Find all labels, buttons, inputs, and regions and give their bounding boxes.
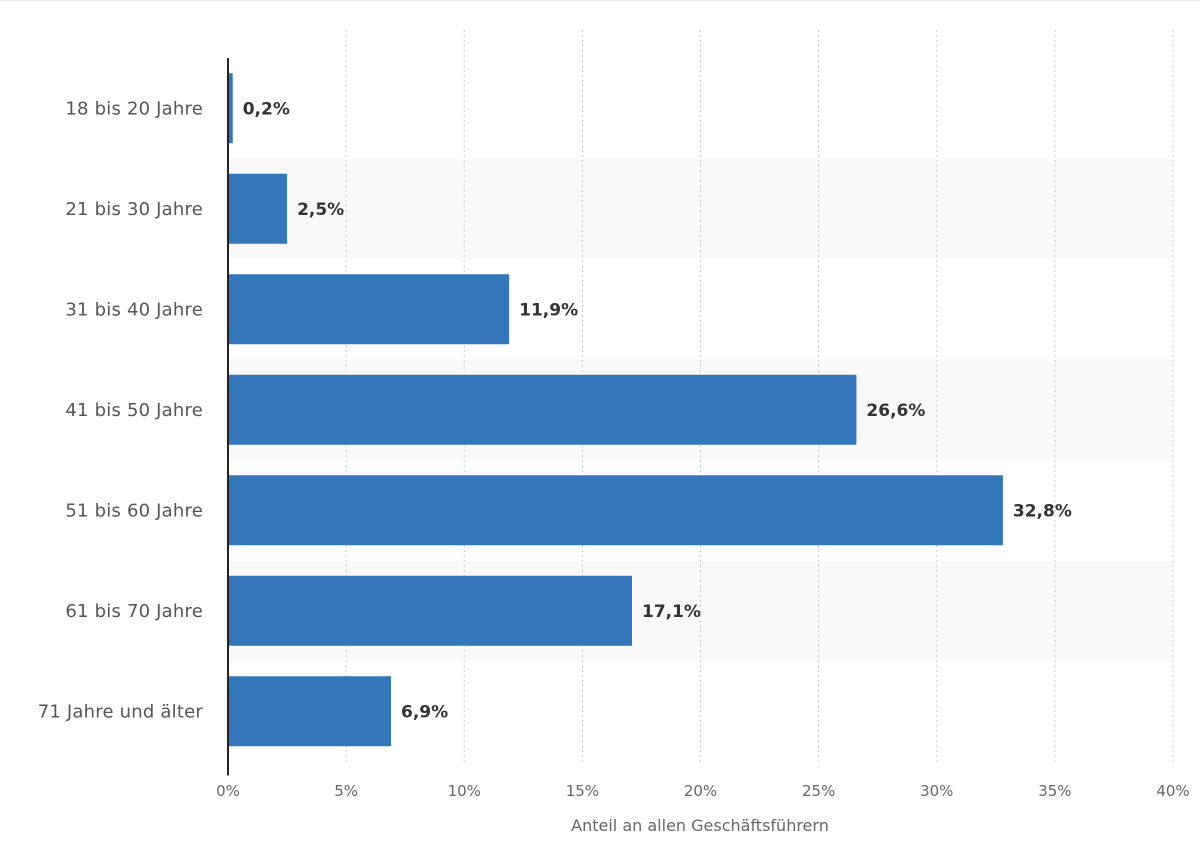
- category-label: 61 bis 70 Jahre: [65, 601, 203, 622]
- data-label: 17,1%: [642, 602, 701, 622]
- data-label: 0,2%: [243, 99, 290, 119]
- bar: [228, 475, 1003, 546]
- x-tick-label: 30%: [920, 782, 953, 800]
- category-label: 71 Jahre und älter: [38, 701, 204, 722]
- x-axis-title: Anteil an allen Geschäftsführern: [571, 816, 829, 835]
- data-label: 2,5%: [297, 200, 344, 220]
- bar: [228, 676, 392, 747]
- category-label: 31 bis 40 Jahre: [65, 299, 203, 320]
- x-tick-label: 10%: [448, 782, 481, 800]
- bar: [228, 274, 510, 345]
- bar: [228, 173, 288, 244]
- row-band: [228, 158, 1173, 259]
- category-labels: 18 bis 20 Jahre 21 bis 30 Jahre 31 bis 40 …: [38, 98, 204, 722]
- x-tick-label: 5%: [334, 782, 358, 800]
- data-label: 26,6%: [866, 401, 925, 421]
- data-label: 6,9%: [401, 702, 448, 722]
- category-label: 41 bis 50 Jahre: [65, 400, 203, 421]
- x-tick-labels: 0% 5% 10% 15% 20% 25% 30% 35% 40%: [216, 782, 1190, 800]
- category-label: 21 bis 30 Jahre: [65, 199, 203, 220]
- category-label: 51 bis 60 Jahre: [65, 500, 203, 521]
- category-label: 18 bis 20 Jahre: [65, 98, 203, 119]
- x-tick-label: 40%: [1156, 782, 1189, 800]
- data-labels: 0,2% 2,5% 11,9% 26,6% 32,8% 17,1% 6,9%: [243, 99, 1072, 722]
- data-label: 32,8%: [1013, 501, 1072, 521]
- bar: [228, 575, 632, 646]
- data-label: 11,9%: [519, 300, 578, 320]
- x-tick-label: 15%: [566, 782, 599, 800]
- top-divider: [0, 0, 1200, 1]
- x-tick-label: 20%: [684, 782, 717, 800]
- x-tick-label: 0%: [216, 782, 240, 800]
- bars: [228, 73, 1003, 747]
- x-tick-label: 25%: [802, 782, 835, 800]
- bar: [228, 374, 857, 445]
- x-tick-label: 35%: [1038, 782, 1071, 800]
- bar: [228, 73, 233, 144]
